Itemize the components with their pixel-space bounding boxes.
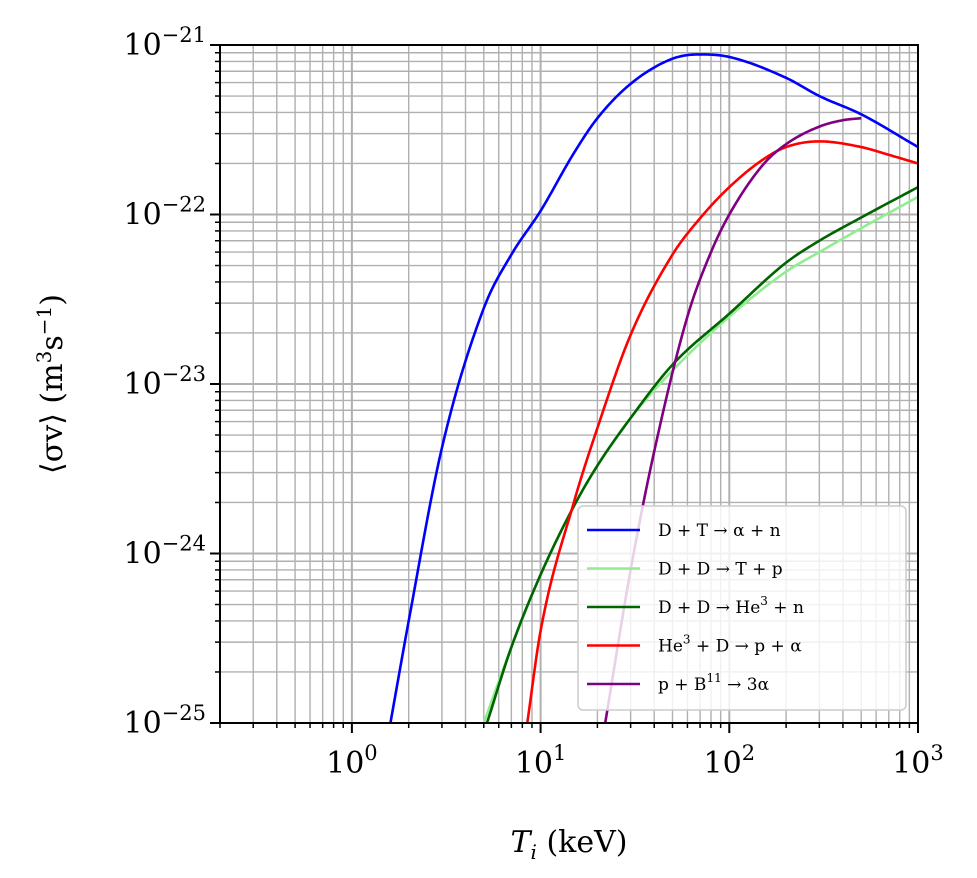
series-line-4 [603,116,862,723]
x-tick-label: 101 [515,741,567,781]
x-tick-label: 103 [892,741,944,781]
x-axis-label: Ti (keV) [511,825,628,864]
legend: D + T → α + n D + D → T + p D + D → He3 + … [577,505,907,711]
x-tick-label: 100 [326,741,378,781]
axis-ticks [210,44,919,733]
series-lines [389,53,918,723]
y-tick-label: 10−25 [123,701,206,741]
y-tick-labels: 10−25 10−24 10−23 10−22 10−21 [123,23,206,741]
legend-label-1: D + D → T + p [658,560,783,580]
series-line-3 [525,140,918,723]
legend-box [577,505,907,711]
legend-label-2: D + D → He3 + n [658,594,804,618]
x-tick-label: 102 [704,741,756,781]
series-line-0 [389,53,918,723]
legend-label-4: p + B11 → 3α [658,671,770,695]
legend-label-3: He3 + D → p + α [658,633,802,657]
y-axis-label: ⟨σv⟩ (m3s−1) [32,294,70,474]
y-tick-label: 10−22 [123,193,206,233]
y-tick-label: 10−24 [123,532,206,572]
legend-label-0: D + T → α + n [658,521,781,541]
x-tick-labels: 100 101 102 103 [326,741,944,781]
y-tick-label: 10−21 [123,23,206,63]
series-line-2 [485,186,918,723]
y-tick-label: 10−23 [123,362,206,402]
